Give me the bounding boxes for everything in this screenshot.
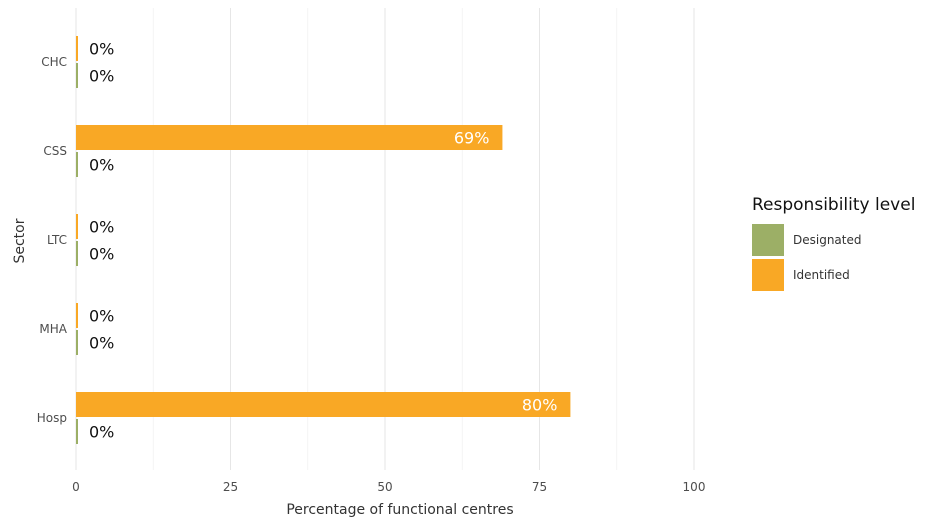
legend: Responsibility level Designated Identifie… bbox=[752, 195, 915, 291]
data-label: 80% bbox=[522, 396, 558, 415]
legend-title: Responsibility level bbox=[752, 195, 915, 215]
bar-designated-chc bbox=[76, 63, 78, 88]
y-tick-label: CHC bbox=[41, 55, 67, 69]
y-tick-label: MHA bbox=[39, 322, 67, 336]
bars bbox=[76, 36, 571, 444]
bar-designated-ltc bbox=[76, 241, 78, 266]
gridlines bbox=[75, 8, 695, 470]
y-axis-title: Sector bbox=[12, 218, 28, 263]
bar-identified-chc bbox=[76, 36, 78, 61]
bar-identified-css bbox=[76, 125, 503, 150]
legend-label-designated: Designated bbox=[793, 233, 862, 247]
x-tick-label: 100 bbox=[683, 480, 706, 494]
x-tick-label: 50 bbox=[377, 480, 392, 494]
x-axis-ticks: 0 25 50 75 100 bbox=[72, 480, 705, 494]
data-label: 0% bbox=[89, 245, 114, 264]
bar-identified-mha bbox=[76, 303, 78, 328]
data-label: 0% bbox=[89, 334, 114, 353]
y-tick-label: LTC bbox=[47, 233, 67, 247]
bar-identified-hosp bbox=[76, 392, 571, 417]
legend-swatch-designated bbox=[752, 224, 784, 256]
x-tick-label: 0 bbox=[72, 480, 80, 494]
legend-swatch-identified bbox=[752, 259, 784, 291]
bar-designated-css bbox=[76, 152, 78, 177]
data-label: 0% bbox=[89, 423, 114, 442]
data-labels: 0% 69% 0% 0% 80% 0% 0% 0% 0% 0% bbox=[89, 40, 557, 442]
y-axis-ticks: CHC CSS LTC MHA Hosp bbox=[37, 55, 68, 425]
data-label: 0% bbox=[89, 156, 114, 175]
bar-identified-ltc bbox=[76, 214, 78, 239]
bar-designated-hosp bbox=[76, 419, 78, 444]
data-label: 0% bbox=[89, 40, 114, 59]
y-tick-label: Hosp bbox=[37, 411, 67, 425]
bar-designated-mha bbox=[76, 330, 78, 355]
data-label: 0% bbox=[89, 218, 114, 237]
x-tick-label: 25 bbox=[223, 480, 238, 494]
data-label: 0% bbox=[89, 67, 114, 86]
data-label: 0% bbox=[89, 307, 114, 326]
x-axis-title: Percentage of functional centres bbox=[286, 502, 513, 518]
data-label: 69% bbox=[454, 129, 490, 148]
y-tick-label: CSS bbox=[43, 144, 67, 158]
x-tick-label: 75 bbox=[532, 480, 547, 494]
legend-label-identified: Identified bbox=[793, 268, 850, 282]
